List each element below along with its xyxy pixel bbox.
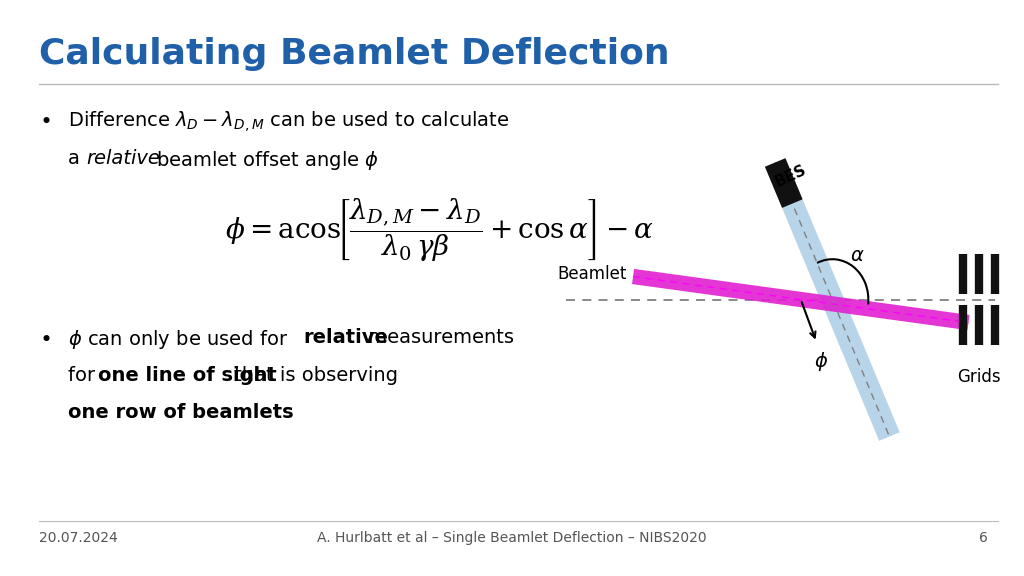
Text: measurements: measurements <box>362 328 514 347</box>
Text: $\phi = \mathrm{acos}\!\left[\dfrac{\lambda_{D,M} - \lambda_{D}}{\lambda_{0}\,\g: $\phi = \mathrm{acos}\!\left[\dfrac{\lam… <box>225 196 654 264</box>
Text: $\alpha$: $\alpha$ <box>850 247 864 265</box>
Text: Grids: Grids <box>956 367 1000 385</box>
Text: $\bullet$: $\bullet$ <box>39 109 50 130</box>
Text: that is observing: that is observing <box>228 366 398 385</box>
Text: Calculating Beamlet Deflection: Calculating Beamlet Deflection <box>39 37 670 71</box>
Text: A. Hurlbatt et al – Single Beamlet Deflection – NIBS2020: A. Hurlbatt et al – Single Beamlet Defle… <box>317 531 707 545</box>
Text: for: for <box>68 366 101 385</box>
Text: BES: BES <box>772 162 809 190</box>
Text: a: a <box>68 149 86 168</box>
Text: $\bullet$: $\bullet$ <box>39 328 50 348</box>
Text: 20.07.2024: 20.07.2024 <box>39 531 118 545</box>
Text: one row of beamlets: one row of beamlets <box>68 403 293 422</box>
Text: beamlet offset angle $\phi$: beamlet offset angle $\phi$ <box>150 149 379 172</box>
Text: Beamlet: Beamlet <box>557 265 627 283</box>
Text: relative: relative <box>86 149 160 168</box>
Text: IPP: IPP <box>933 36 984 65</box>
Text: $\phi$: $\phi$ <box>814 350 828 373</box>
Text: Difference $\lambda_D - \lambda_{D,M}$ can be used to calculate: Difference $\lambda_D - \lambda_{D,M}$ c… <box>68 109 509 134</box>
Text: 6: 6 <box>979 531 988 545</box>
Text: $\phi$ can only be used for: $\phi$ can only be used for <box>68 328 288 351</box>
Text: one line of sight: one line of sight <box>98 366 278 385</box>
Text: relative: relative <box>303 328 388 347</box>
